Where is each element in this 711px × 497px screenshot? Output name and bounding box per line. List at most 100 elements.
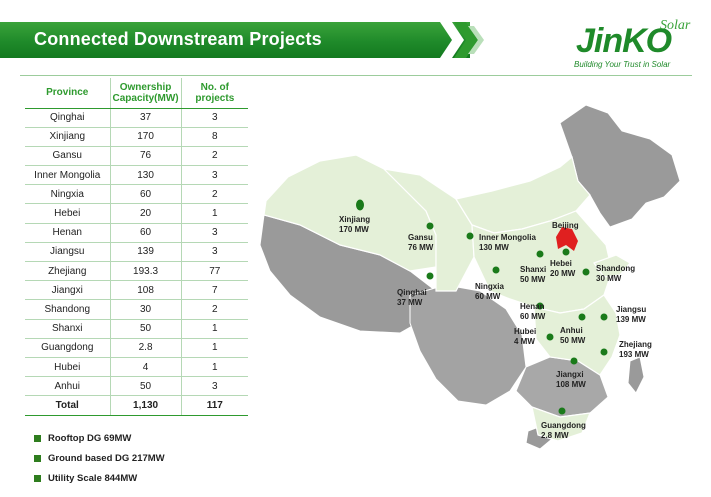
cell-capacity: 108 — [110, 280, 182, 301]
logo-tagline: Building Your Trust in Solar — [574, 60, 671, 69]
cell-projects: 3 — [181, 376, 248, 397]
map-label-value: 37 MW — [397, 298, 423, 307]
map-label-name: Gansu — [408, 233, 433, 242]
table-row: Hubei 4 1 — [25, 357, 248, 378]
cell-province: Hebei — [25, 203, 111, 224]
map-label-value: 50 MW — [520, 275, 546, 284]
map-dot-qinghai — [426, 272, 434, 280]
table-body: Qinghai 37 3 Xinjiang 170 8 Gansu 76 2 Inner M… — [25, 108, 248, 416]
map-dot-anhui — [578, 313, 586, 321]
map-label-shandong: Shandong 30 MW — [596, 264, 635, 283]
map-label-qinghai: Qinghai 37 MW — [397, 288, 427, 307]
map-label-jiangsu: Jiangsu 139 MW — [616, 305, 646, 324]
map-label-name: Jiangsu — [616, 305, 646, 314]
cell-capacity: 4 — [110, 357, 182, 378]
map-label-name: Hebei — [550, 259, 572, 268]
header-projects: No. of projects — [181, 78, 248, 109]
map-region-gansu-qinghai — [382, 168, 475, 292]
table-row: Inner Mongolia 130 3 — [25, 165, 248, 186]
cell-capacity: 193.3 — [110, 261, 182, 282]
cell-projects: 2 — [181, 146, 248, 167]
map-label-name: Hubei — [514, 327, 536, 336]
map-dot-xinjiang — [356, 199, 364, 211]
map-dot-henan — [536, 302, 544, 310]
cell-capacity: 37 — [110, 108, 182, 128]
map-label-value: 193 MW — [619, 350, 649, 359]
cell-capacity: 60 — [110, 223, 182, 243]
legend-item-ground: Ground based DG 217MW — [34, 453, 165, 473]
header-bar — [0, 22, 470, 58]
map-label-hebei: Hebei 20 MW — [550, 259, 576, 278]
map-label-beijing: Beijing — [552, 221, 579, 230]
cell-province: Qinghai — [25, 108, 111, 128]
jinko-logo: JinKO Solar Building Your Trust in Solar — [572, 18, 702, 74]
map-label-name: Xinjiang — [339, 215, 370, 224]
cell-projects: 2 — [181, 184, 248, 205]
cell-projects: 77 — [181, 261, 248, 282]
map-label-name: Inner Mongolia — [479, 233, 536, 242]
table-total-row: Total 1,130 117 — [25, 395, 248, 416]
cell-projects: 1 — [181, 357, 248, 378]
map-dot-ningxia — [492, 266, 500, 274]
map-label-xinjiang: Xinjiang 170 MW — [339, 215, 370, 234]
table-row: Jiangsu 139 3 — [25, 242, 248, 263]
cell-province: Henan — [25, 223, 111, 243]
map-dot-zhejiang — [600, 348, 608, 356]
map-label-name: Henan — [520, 302, 545, 311]
cell-capacity: 2.8 — [110, 338, 182, 358]
cell-province: Guangdong — [25, 338, 111, 358]
map-dot-hebei — [562, 248, 570, 256]
map-label-value: 60 MW — [520, 312, 546, 321]
legend-item-utility: Utility Scale 844MW — [34, 473, 165, 493]
cell-province: Hubei — [25, 357, 111, 378]
map-region-beijing — [556, 227, 578, 251]
map-label-name: Guangdong — [541, 421, 586, 430]
cell-capacity: 50 — [110, 376, 182, 397]
map-label-shanxi: Shanxi 50 MW — [520, 265, 546, 284]
table-row: Gansu 76 2 — [25, 146, 248, 167]
header-divider — [20, 75, 692, 76]
map-region-east-coast — [533, 294, 621, 376]
project-dots — [356, 199, 608, 415]
table-row: Ningxia 60 2 — [25, 184, 248, 205]
map-label-ningxia: Ningxia 60 MW — [475, 282, 504, 301]
map-label-name: Anhui — [560, 326, 583, 335]
cell-province: Jiangsu — [25, 242, 111, 263]
table-row: Shandong 30 2 — [25, 299, 248, 320]
projects-table: Province Ownership Capacity(MW) No. of p… — [25, 78, 248, 416]
table-header-row: Province Ownership Capacity(MW) No. of p… — [25, 78, 248, 109]
cell-capacity: 60 — [110, 184, 182, 205]
legend: Rooftop DG 69MW Ground based DG 217MW Ut… — [34, 433, 165, 493]
cell-capacity: 20 — [110, 203, 182, 224]
map-region-shandong-peninsula — [593, 254, 631, 278]
cell-capacity: 130 — [110, 165, 182, 186]
map-label-name: Jiangxi — [556, 370, 584, 379]
page-title: Connected Downstream Projects — [34, 29, 322, 49]
header-province: Province — [25, 78, 111, 109]
map-region-guangdong — [531, 406, 591, 442]
cell-projects: 3 — [181, 242, 248, 263]
legend-label: Rooftop DG 69MW — [48, 433, 132, 444]
map-label-value: 20 MW — [550, 269, 576, 278]
green-square-icon — [34, 455, 41, 462]
cell-province: Shandong — [25, 299, 111, 320]
map-label-value: 76 MW — [408, 243, 434, 252]
map-label-name: Shanxi — [520, 265, 546, 274]
table-row: Xinjiang 170 8 — [25, 127, 248, 147]
cell-province: Zhejiang — [25, 261, 111, 282]
map-region-taiwan — [627, 356, 645, 394]
map-label-jiangxi: Jiangxi 108 MW — [556, 370, 586, 389]
map-label-value: 30 MW — [596, 274, 622, 283]
cell-province: Inner Mongolia — [25, 165, 111, 186]
cell-province: Xinjiang — [25, 127, 111, 147]
cell-projects: 1 — [181, 319, 248, 339]
map-label-name: Qinghai — [397, 288, 427, 297]
cell-projects: 2 — [181, 299, 248, 320]
map-label-guangdong: Guangdong 2.8 MW — [541, 421, 586, 440]
cell-projects: 3 — [181, 223, 248, 243]
map-label-value: 130 MW — [479, 243, 509, 252]
cell-projects: 1 — [181, 338, 248, 358]
cell-capacity: 139 — [110, 242, 182, 263]
green-square-icon — [34, 475, 41, 482]
cell-projects: 8 — [181, 127, 248, 147]
